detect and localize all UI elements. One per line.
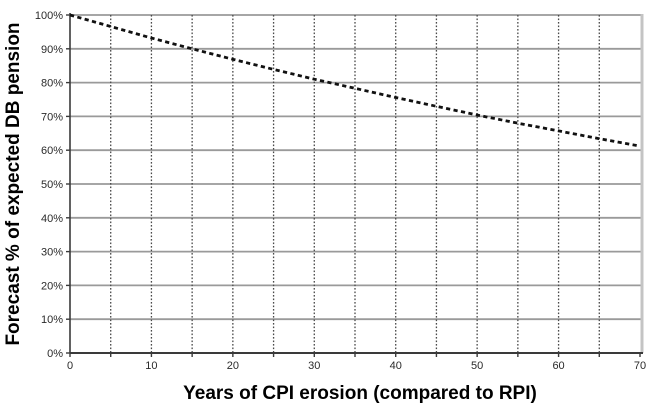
- y-tick-label: 80%: [41, 78, 63, 90]
- y-axis-ticks: [66, 14, 70, 354]
- x-tick-label: 60: [552, 360, 564, 372]
- y-tick-labels: 0% 10% 20% 30% 40% 50% 60% 70% 80% 90% 100%: [35, 10, 63, 360]
- x-axis-title: Years of CPI erosion (compared to RPI): [183, 383, 537, 404]
- x-tick-label: 20: [227, 360, 239, 372]
- y-axis-title: Forecast % of expected DB pension: [3, 22, 24, 346]
- vertical-gridlines: [110, 15, 600, 353]
- x-tick-labels: 0 10 20 30 40 50 60 70: [67, 360, 646, 372]
- y-tick-label: 0%: [47, 348, 63, 360]
- x-tick-label: 0: [67, 360, 73, 372]
- y-tick-label: 30%: [41, 247, 63, 259]
- y-tick-label: 50%: [41, 179, 63, 191]
- y-tick-label: 20%: [41, 280, 63, 292]
- x-tick-label: 70: [634, 360, 646, 372]
- series-line: [69, 13, 641, 148]
- y-tick-label: 60%: [41, 145, 63, 157]
- y-tick-label: 90%: [41, 44, 63, 56]
- y-tick-label: 40%: [41, 213, 63, 225]
- y-tick-label: 70%: [41, 111, 63, 123]
- y-tick-label: 100%: [35, 10, 63, 22]
- x-tick-label: 40: [390, 360, 402, 372]
- y-tick-label: 10%: [41, 314, 63, 326]
- x-tick-label: 50: [471, 360, 483, 372]
- horizontal-gridlines: [70, 14, 642, 321]
- x-tick-label: 10: [145, 360, 157, 372]
- x-tick-label: 30: [308, 360, 320, 372]
